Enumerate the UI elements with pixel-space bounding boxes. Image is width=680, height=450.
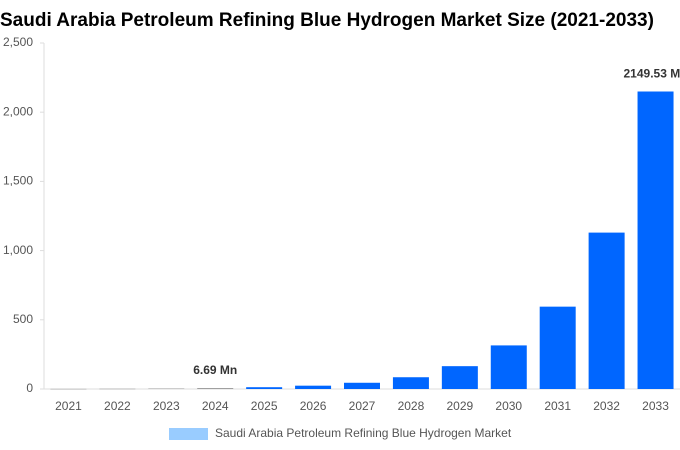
x-tick-label: 2021 [55, 399, 82, 413]
bar [148, 388, 185, 390]
bar [490, 345, 527, 389]
y-tick-label: 500 [13, 312, 33, 326]
x-tick-label: 2028 [398, 399, 425, 413]
x-tick-label: 2023 [153, 399, 180, 413]
bar [344, 382, 380, 389]
x-tick-label: 2027 [349, 399, 376, 413]
chart-title: Saudi Arabia Petroleum Refining Blue Hyd… [0, 10, 654, 31]
x-tick-label: 2030 [495, 399, 522, 413]
bar [246, 387, 283, 389]
bar [441, 366, 478, 389]
bar [50, 388, 87, 390]
x-tick-label: 2033 [642, 399, 669, 413]
x-tick-label: 2025 [251, 399, 278, 413]
bar [539, 306, 576, 389]
y-tick-label: 2,500 [3, 35, 33, 49]
x-tick-label: 2031 [544, 399, 571, 413]
y-tick-label: 0 [26, 381, 33, 395]
y-tick-label: 1,000 [3, 243, 33, 257]
bar [588, 232, 625, 389]
y-tick-label: 2,000 [3, 104, 33, 118]
bar [295, 385, 332, 389]
x-tick-label: 2024 [202, 399, 229, 413]
bar [392, 377, 429, 389]
y-tick-label: 1,500 [3, 174, 33, 188]
x-tick-label: 2029 [446, 399, 473, 413]
data-label: 6.69 Mn [193, 363, 237, 377]
bar [197, 388, 234, 389]
x-tick-label: 2032 [593, 399, 620, 413]
data-label: 2149.53 Mn [624, 67, 680, 81]
x-tick-label: 2026 [300, 399, 327, 413]
bar [637, 91, 674, 389]
bar [99, 388, 136, 390]
x-tick-label: 2022 [104, 399, 131, 413]
legend-label: Saudi Arabia Petroleum Refining Blue Hyd… [215, 426, 512, 440]
legend-swatch [169, 428, 208, 440]
